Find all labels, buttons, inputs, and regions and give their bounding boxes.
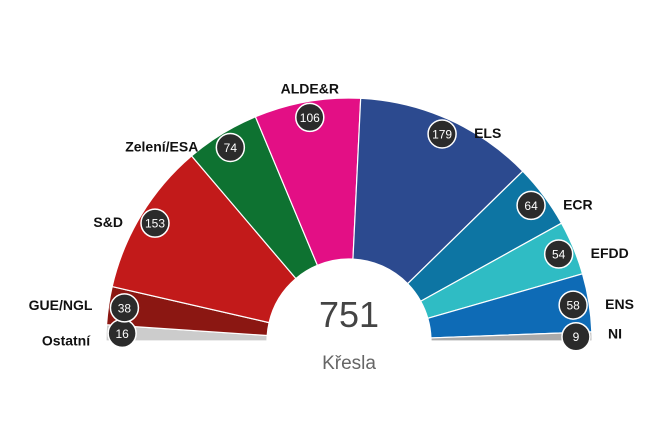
badge-zelen-esa <box>215 132 246 163</box>
label-els: ELS <box>474 125 501 141</box>
badge-value-ecr: 64 <box>524 199 538 213</box>
label-ecr: ECR <box>563 196 593 212</box>
badge-ens <box>558 290 588 320</box>
label-s-d: S&D <box>93 214 123 230</box>
badge-s-d <box>140 208 170 238</box>
slice-ni[interactable] <box>430 331 593 342</box>
badge-els <box>427 119 457 149</box>
badge-value-ni: 9 <box>573 330 580 344</box>
badge-efdd <box>543 239 574 269</box>
label-ens: ENS <box>605 296 634 312</box>
party-labels: Ostatní GUE/NGL S&D Zelení/ESA ALDE&R ELS ECR E… <box>29 80 634 348</box>
badge-gue-ngl <box>109 293 140 323</box>
badge-value-s-d: 153 <box>145 217 165 231</box>
seat-slices <box>105 97 593 342</box>
badge-alde-r <box>295 102 325 133</box>
badge-value-alde-r: 106 <box>300 111 320 125</box>
badge-value-els: 179 <box>432 127 452 141</box>
badge-value-ostatn: 16 <box>115 327 129 341</box>
label-efdd: EFDD <box>591 245 629 261</box>
badge-value-zelen-esa: 74 <box>224 141 238 155</box>
label-ostatn: Ostatní <box>42 332 91 348</box>
label-alde-r: ALDE&R <box>281 80 339 96</box>
seat-badges: 16 38 153 74 106 179 64 54 58 9 <box>107 102 591 352</box>
slice-s-d[interactable] <box>111 155 297 324</box>
badge-value-ens: 58 <box>566 299 580 313</box>
label-zelen-esa: Zelení/ESA <box>125 138 198 154</box>
badge-ni <box>561 321 591 352</box>
label-ni: NI <box>608 326 622 342</box>
label-gue-ngl: GUE/NGL <box>29 297 93 313</box>
slice-els[interactable] <box>352 97 524 285</box>
total-seats-label: Křesla <box>322 353 376 374</box>
badge-value-gue-ngl: 38 <box>118 301 132 315</box>
badge-ecr <box>516 190 546 221</box>
badge-value-efdd: 54 <box>552 248 566 262</box>
total-seats: 751 <box>319 294 379 335</box>
